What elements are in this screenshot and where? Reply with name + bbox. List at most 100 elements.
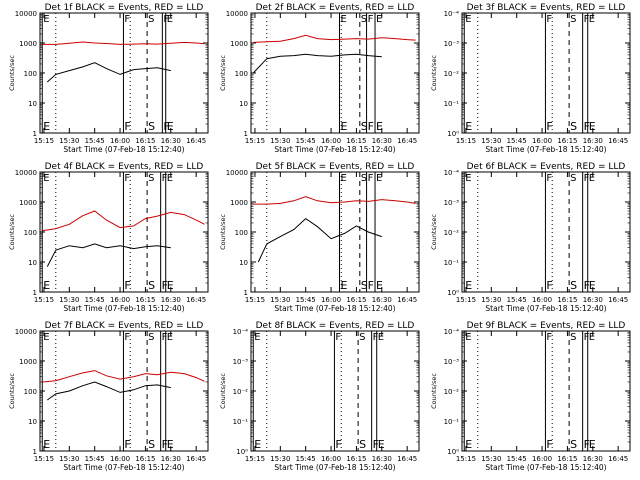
y-tick-label: 10⁻¹ [444,100,460,108]
panel-9: Det 9f BLACK = Events, RED = LLD 10⁰ 10⁻¹ 1… [430,321,631,472]
y-tick-label: 1000 [19,199,37,207]
x-tick-label: 16:45 [186,296,206,304]
panel-title: Det 4f BLACK = Events, RED = LLD [45,162,204,172]
y-tick-label: 10⁻¹ [444,259,460,267]
marker-label-top: E [378,332,384,343]
marker-label-bottom: F [373,438,379,451]
marker-label-bottom: F [368,120,374,133]
marker-label-bottom: E [376,120,383,133]
marker-label-top: F [163,14,169,25]
panel-6: Det 6f BLACK = Events, RED = LLD 10⁰ 10⁻¹ 1… [430,162,631,313]
x-tick-label: 16:45 [186,137,206,145]
x-axis-label: Start Time (07-Feb-18 15:12:40) [63,463,184,472]
y-tick-label: 10⁰ [236,448,248,456]
marker-label-bottom: F [584,438,590,451]
y-tick-label: 10⁻² [444,70,460,78]
marker-label-bottom: F [584,279,590,292]
x-tick-label: 16:00 [110,296,130,304]
plot-frame [39,12,209,134]
marker-label-bottom: S [361,120,368,133]
x-axis-label: Start Time (07-Feb-18 15:12:40) [274,304,395,313]
x-axis-label: Start Time (07-Feb-18 15:12:40) [485,304,606,313]
x-tick-label: 15:45 [296,137,316,145]
y-tick-label: 1000 [230,199,248,207]
y-tick-label: 1 [33,130,37,138]
x-tick-label: 16:00 [532,296,552,304]
marker-label-top: E [341,14,347,25]
marker-label-bottom: S [570,120,577,133]
y-tick-label: 10⁻³ [444,199,460,207]
x-tick-label: 15:45 [85,455,105,463]
y-tick-label: 10⁻¹ [233,418,249,426]
y-tick-label: 1000 [19,358,37,366]
events-series-line [47,381,171,401]
marker-label-top: E [465,332,471,343]
y-tick-label: 10⁻⁴ [444,169,460,177]
lld-series-line [42,370,205,383]
events-series-line [257,217,382,263]
marker-label-top: E [167,173,173,184]
marker-label-top: S [359,332,365,343]
x-tick-label: 15:30 [481,455,501,463]
marker-label-top: F [373,332,379,343]
panel-title: Det 6f BLACK = Events, RED = LLD [467,162,626,172]
marker-label-bottom: E [341,120,348,133]
x-tick-label: 16:30 [372,455,392,463]
marker-label-bottom: E [254,438,261,451]
y-tick-label: 10⁰ [447,130,459,138]
marker-label-bottom: E [167,120,174,133]
marker-label-top: E [376,173,382,184]
marker-label-bottom: E [378,438,385,451]
marker-label-top: F [546,14,552,25]
x-tick-label: 16:30 [161,137,181,145]
y-tick-label: 10⁻⁴ [444,328,460,336]
panel-title: Det 9f BLACK = Events, RED = LLD [467,321,626,331]
y-tick-label: 1 [244,289,248,297]
marker-label-bottom: E [465,120,472,133]
marker-label-bottom: F [546,279,552,292]
marker-label-bottom: E [589,279,596,292]
marker-label-bottom: S [359,438,366,451]
panel-2: Det 2f BLACK = Events, RED = LLD 1 10 100 10… [219,3,420,154]
y-axis-label: Counts/sec [430,214,438,250]
panel-8: Det 8f BLACK = Events, RED = LLD 10⁰ 10⁻¹ 1… [219,321,420,472]
marker-label-top: E [589,173,595,184]
marker-label-top: E [167,332,173,343]
x-tick-label: 16:15 [557,455,577,463]
marker-label-bottom: F [124,279,130,292]
x-tick-label: 15:45 [85,137,105,145]
y-tick-label: 10000 [226,169,248,177]
x-tick-label: 16:15 [346,137,366,145]
x-tick-label: 16:15 [346,455,366,463]
y-tick-label: 100 [24,229,37,237]
x-tick-label: 16:15 [135,137,155,145]
x-tick-label: 16:30 [583,296,603,304]
marker-label-top: E [376,14,382,25]
x-tick-label: 15:30 [59,137,79,145]
x-tick-label: 15:45 [296,296,316,304]
plot-frame [461,171,631,293]
x-tick-label: 16:45 [397,137,417,145]
marker-label-bottom: F [368,279,374,292]
panel-title: Det 1f BLACK = Events, RED = LLD [45,3,204,13]
marker-label-top: S [570,14,576,25]
x-tick-label: 15:45 [507,455,527,463]
x-tick-label: 15:15 [456,137,476,145]
y-tick-label: 1000 [230,40,248,48]
x-tick-label: 15:45 [296,455,316,463]
marker-label-top: S [148,332,154,343]
marker-label-bottom: E [43,438,50,451]
marker-label-top: F [584,173,590,184]
x-tick-label: 16:30 [583,455,603,463]
marker-label-top: E [254,332,260,343]
y-tick-label: 10⁻³ [444,358,460,366]
marker-label-top: F [368,14,374,25]
x-tick-label: 15:30 [481,137,501,145]
marker-label-top: S [361,14,367,25]
x-tick-label: 15:30 [59,455,79,463]
plot-frame [461,330,631,452]
x-tick-label: 15:15 [34,296,54,304]
y-tick-label: 10000 [15,10,37,18]
y-axis-label: Counts/sec [8,55,16,91]
x-tick-label: 16:00 [321,137,341,145]
